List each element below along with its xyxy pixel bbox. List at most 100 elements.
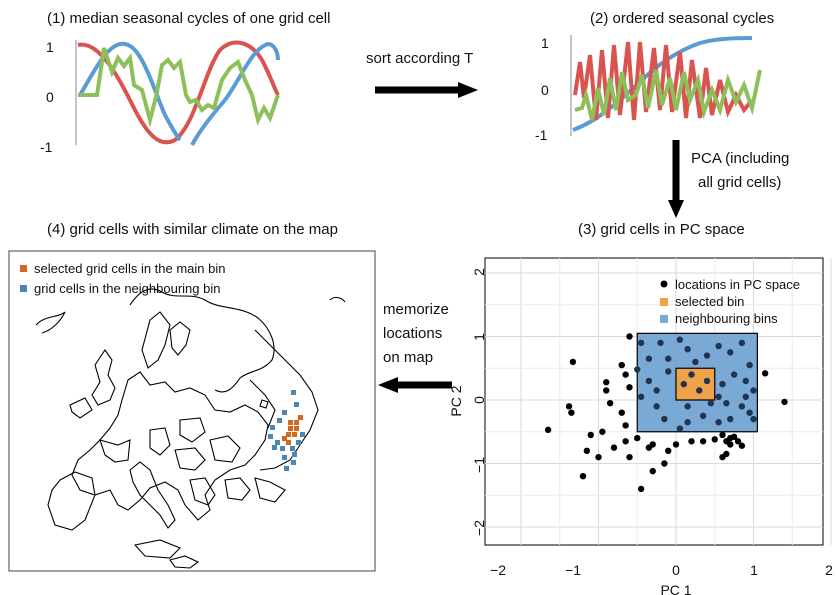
pc-point <box>719 431 726 439</box>
pc-point <box>684 419 691 426</box>
panel1-series-red <box>77 40 280 145</box>
pc-legend-neighbour-label: neighbouring bins <box>675 311 778 326</box>
pc-point <box>626 453 633 461</box>
pc-point <box>672 441 680 448</box>
panel1-ytick-0: 0 <box>46 89 54 105</box>
pc-point <box>676 336 684 343</box>
pc-point <box>730 433 738 441</box>
memorize-label-line1: memorize <box>383 301 449 318</box>
pc-ytick-1: 1 <box>471 333 487 341</box>
memorize-label-line2: locations <box>383 325 443 342</box>
pc-point <box>665 355 672 362</box>
pc-ytick-0: 0 <box>471 396 487 404</box>
map-grid-cells <box>268 390 305 471</box>
panel2-ytick-1: 1 <box>541 35 549 51</box>
pc-xlabel: PC 1 <box>660 582 691 595</box>
pc-point <box>781 398 788 406</box>
pc-point <box>727 349 734 356</box>
panel2-chart: 1 0 -1 <box>535 35 762 143</box>
pc-xtick-0: 0 <box>672 562 680 578</box>
pca-arrow <box>668 140 684 218</box>
pc-legend-selected-label: selected bin <box>675 294 744 309</box>
pc-point <box>703 377 711 385</box>
pc-point <box>715 342 722 350</box>
pc-legend-neighbour-marker <box>660 315 668 323</box>
pc-point <box>595 453 602 461</box>
pc-point <box>645 377 653 385</box>
pc-point <box>622 422 629 429</box>
pc-point <box>618 409 625 416</box>
pc-point <box>715 419 722 426</box>
pc-point <box>568 409 575 416</box>
panel3-title: (3) grid cells in PC space <box>578 221 745 238</box>
pc-point <box>544 426 552 434</box>
pc-xtick-2: 2 <box>825 562 833 578</box>
pc-point <box>637 393 645 401</box>
sort-arrow <box>375 82 478 98</box>
pc-point <box>634 434 641 442</box>
pc-point <box>653 403 660 410</box>
panel3-chart: −2 −1 0 1 2 2 1 0 −1 −2 PC 1 PC 2 locati… <box>448 257 833 595</box>
pc-point <box>699 438 707 445</box>
pc-point <box>587 431 594 439</box>
pc-xtick-1: 1 <box>750 562 758 578</box>
pc-point <box>626 384 633 391</box>
pc-point <box>626 333 633 340</box>
pc-point <box>723 450 730 458</box>
pc-point <box>688 438 695 445</box>
pc-point <box>645 355 653 362</box>
map-legend-selected-swatch <box>20 265 27 272</box>
panel2-ytick-minus1: -1 <box>535 127 548 143</box>
pc-point <box>692 358 699 366</box>
pc-point <box>653 387 660 394</box>
sort-label: sort according T <box>366 50 474 67</box>
pc-point <box>649 467 656 475</box>
pc-legend-points-marker <box>660 280 668 288</box>
pc-point <box>680 380 687 388</box>
pc-ytick-minus2: −2 <box>471 520 487 536</box>
pc-point <box>703 352 711 359</box>
panel2-title: (2) ordered seasonal cycles <box>590 10 775 27</box>
pca-label-line1: PCA (including <box>691 150 790 167</box>
pc-xtick-minus2: −2 <box>490 562 506 578</box>
panel4-map: selected grid cells in the main bin grid… <box>8 250 376 572</box>
pc-point <box>746 361 753 369</box>
pc-point <box>610 444 618 451</box>
pc-point <box>661 415 668 423</box>
panel1-title: (1) median seasonal cycles of one grid c… <box>47 10 331 27</box>
pc-point <box>684 403 691 410</box>
pc-point <box>599 428 606 435</box>
pc-point <box>719 380 726 388</box>
pc-point <box>723 399 730 407</box>
pc-point <box>738 442 746 449</box>
pc-point <box>634 366 641 373</box>
pc-xtick-minus1: −1 <box>565 562 581 578</box>
pc-point <box>711 436 718 443</box>
panel1-ytick-minus1: -1 <box>40 139 53 155</box>
pc-point <box>665 368 672 375</box>
pc-ylabel: PC 2 <box>448 385 464 416</box>
pc-point <box>676 425 684 432</box>
panel2-series-green <box>574 69 762 121</box>
panel4-title: (4) grid cells with similar climate on t… <box>47 221 338 238</box>
pc-point <box>665 447 672 454</box>
pc-point <box>742 377 749 385</box>
pc-point <box>606 399 614 407</box>
pca-label-line2: all grid cells) <box>698 174 782 191</box>
panel2-ytick-0: 0 <box>541 82 549 98</box>
pc-point <box>750 387 757 394</box>
pc-point <box>618 361 625 369</box>
panel1-series-blue-b <box>190 41 280 146</box>
pc-point <box>579 473 587 480</box>
pc-point <box>637 485 645 493</box>
pc-point <box>569 358 577 366</box>
europe-outline <box>35 288 346 569</box>
pc-point <box>738 403 746 410</box>
pc-ytick-minus1: −1 <box>471 457 487 473</box>
pc-point <box>637 339 645 347</box>
pc-point <box>688 371 695 378</box>
panel1-series-green <box>78 47 280 128</box>
pc-point <box>730 371 738 378</box>
pc-point <box>684 346 691 353</box>
